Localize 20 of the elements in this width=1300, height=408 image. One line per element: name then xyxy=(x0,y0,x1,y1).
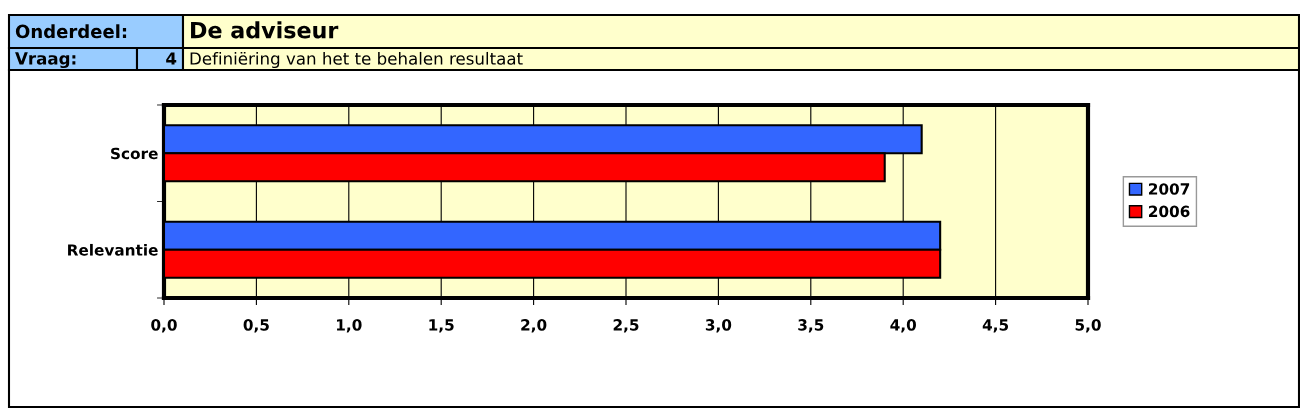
x-tick-label: 4,0 xyxy=(890,319,916,333)
chart-title: De adviseur xyxy=(191,21,339,39)
x-tick-label: 2,0 xyxy=(521,319,547,333)
x-tick-label: 1,0 xyxy=(336,319,362,333)
x-tick-label: 4,5 xyxy=(982,319,1009,333)
chart-subtitle: Definiëring van het te behalen resultaat xyxy=(190,51,523,69)
x-tick-label: 1,5 xyxy=(429,319,454,333)
legend-label: 2006 xyxy=(1149,205,1190,218)
text: Onderdeel: xyxy=(15,24,127,39)
x-tick-label: 2,5 xyxy=(613,319,639,333)
x-tick-label: 3,5 xyxy=(798,319,824,333)
text: Vraag: xyxy=(15,52,76,69)
x-tick-label: 3,0 xyxy=(705,319,732,333)
text: 4 xyxy=(166,52,177,65)
legend-label: 2007 xyxy=(1149,183,1190,195)
y-tick-label: Relevantie xyxy=(68,243,158,256)
x-tick-label: 5,0 xyxy=(1075,319,1101,333)
x-tick-label: 0,0 xyxy=(151,319,177,333)
x-tick-label: 0,5 xyxy=(243,319,269,333)
y-tick-label: Score xyxy=(111,147,158,160)
